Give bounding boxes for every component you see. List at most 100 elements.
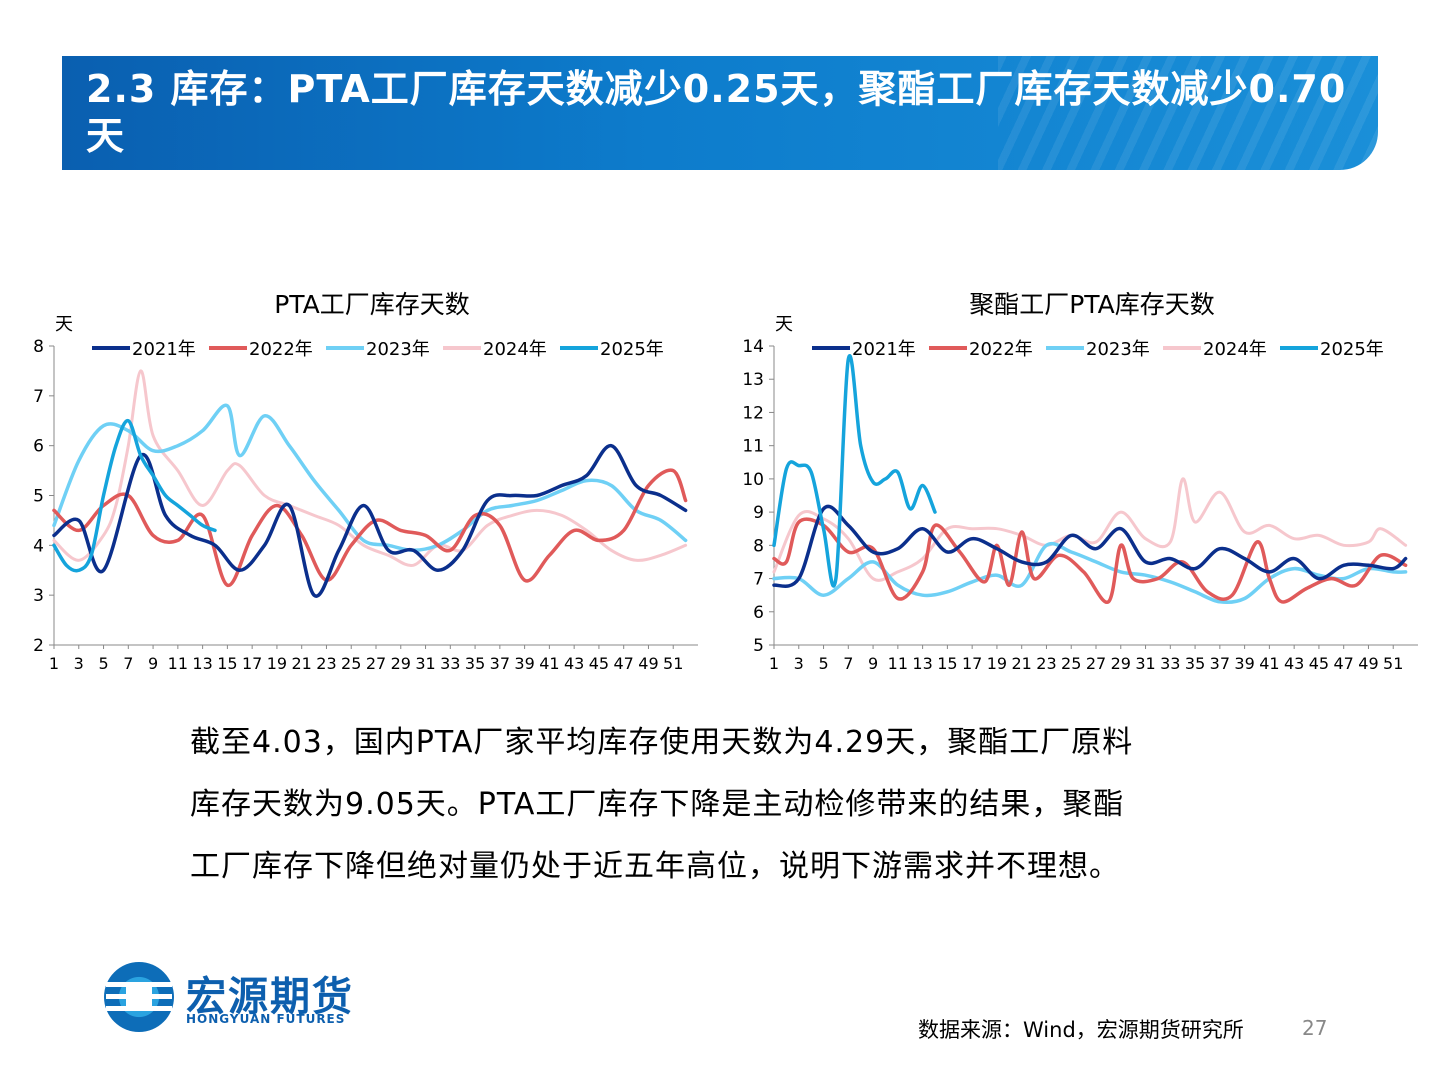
x-tick-label: 11 [168,654,188,673]
series-line-2025年 [52,419,217,573]
y-tick-label: 12 [742,403,764,423]
legend-label: 2022年 [249,339,313,360]
y-tick-label: 11 [742,437,764,457]
x-tick-label: 7 [123,654,133,673]
x-tick-label: 45 [1309,654,1329,673]
x-tick-label: 13 [192,654,212,673]
data-source-note: 数据来源：Wind，宏源期货研究所 [918,1018,1244,1042]
x-tick-label: 3 [794,654,804,673]
paragraph-line: 库存天数为9.05天。PTA工厂库存下降是主动检修带来的结果，聚酯 [190,787,1125,822]
x-tick-label: 21 [1012,654,1032,673]
x-tick-label: 31 [415,654,435,673]
page-number: 27 [1302,1016,1328,1040]
logo-english-name: HONGYUAN FUTURES [186,1012,346,1026]
x-tick-label: 49 [638,654,658,673]
title-banner: 2.3 库存：PTA工厂库存天数减少0.25天，聚酯工厂库存天数减少0.70天 [62,56,1378,170]
legend-label: 2025年 [600,339,664,360]
x-tick-label: 33 [440,654,460,673]
legend-label: 2021年 [852,339,916,360]
x-tick-label: 41 [1259,654,1279,673]
series-line-2021年 [772,504,1408,588]
x-tick-label: 17 [242,654,262,673]
x-tick-label: 35 [465,654,485,673]
y-axis-label: 天 [55,314,73,335]
x-tick-label: 29 [391,654,411,673]
y-tick-label: 4 [33,536,44,556]
legend-label: 2023年 [366,339,430,360]
polyester-factory-pta-inventory-chart: 聚酯工厂PTA库存天数天 5 6 7 8 9 10 11 12 13 14 1 3 5 7 9 11 13 15 17… [720,280,1440,700]
x-tick-label: 47 [614,654,634,673]
y-tick-label: 8 [33,337,44,357]
x-tick-label: 5 [818,654,828,673]
legend-label: 2024年 [483,339,547,360]
x-tick-label: 1 [769,654,779,673]
legend-label: 2025年 [1320,339,1384,360]
x-tick-label: 19 [987,654,1007,673]
x-tick-label: 3 [74,654,84,673]
legend-label: 2023年 [1086,339,1150,360]
page-title: 2.3 库存：PTA工厂库存天数减少0.25天，聚酯工厂库存天数减少0.70天 [86,67,1347,158]
x-tick-label: 21 [292,654,312,673]
x-tick-label: 51 [1383,654,1403,673]
legend-label: 2022年 [969,339,1033,360]
x-tick-label: 49 [1358,654,1378,673]
series-line-2021年 [52,443,688,598]
y-tick-label: 6 [33,437,44,457]
y-tick-label: 2 [33,636,44,656]
x-tick-label: 41 [539,654,559,673]
series-line-2022年 [52,468,688,587]
series-line-2025年 [772,354,937,588]
x-tick-label: 25 [1061,654,1081,673]
x-tick-label: 37 [1210,654,1230,673]
pta-factory-inventory-chart: PTA工厂库存天数天 2 3 4 5 6 7 8 1 3 5 7 9 11 13 15 17 19 21 23 25 27… [0,280,720,700]
logo-square [126,984,152,1010]
y-tick-label: 7 [753,570,764,590]
x-tick-label: 15 [217,654,237,673]
x-tick-label: 15 [937,654,957,673]
logo-mark-icon [104,962,174,1032]
x-tick-label: 17 [962,654,982,673]
y-tick-label: 10 [742,470,764,490]
chart-title: 聚酯工厂PTA库存天数 [969,290,1215,319]
banner-stripes [998,56,1378,170]
chart-title: PTA工厂库存天数 [274,290,470,319]
x-tick-label: 51 [663,654,683,673]
x-tick-label: 39 [514,654,534,673]
x-tick-label: 25 [341,654,361,673]
paragraph-line: 工厂库存下降但绝对量仍处于近五年高位，说明下游需求并不理想。 [190,849,1120,884]
x-tick-label: 27 [1086,654,1106,673]
x-tick-label: 27 [366,654,386,673]
x-tick-label: 43 [1284,654,1304,673]
logo-chinese-name: 宏源期货 [186,974,354,1020]
y-tick-label: 14 [742,337,764,357]
y-tick-label: 6 [753,603,764,623]
y-tick-label: 8 [753,536,764,556]
x-tick-label: 39 [1234,654,1254,673]
series-line-2024年 [52,369,688,567]
x-tick-label: 35 [1185,654,1205,673]
y-tick-label: 5 [33,487,44,507]
company-logo: 宏源期货 HONGYUAN FUTURES [104,962,364,1032]
x-tick-label: 7 [843,654,853,673]
y-tick-label: 5 [753,636,764,656]
y-tick-label: 7 [33,387,44,407]
x-tick-label: 29 [1111,654,1131,673]
x-tick-label: 13 [912,654,932,673]
x-tick-label: 37 [490,654,510,673]
y-tick-label: 3 [33,586,44,606]
legend-label: 2024年 [1203,339,1267,360]
series-line-2024年 [772,477,1408,582]
series-line-2023年 [52,403,688,553]
x-tick-label: 23 [316,654,336,673]
x-tick-label: 33 [1160,654,1180,673]
x-tick-label: 45 [589,654,609,673]
x-tick-label: 9 [868,654,878,673]
x-tick-label: 1 [49,654,59,673]
y-tick-label: 13 [742,370,764,390]
x-tick-label: 11 [888,654,908,673]
x-tick-label: 47 [1334,654,1354,673]
x-tick-label: 31 [1135,654,1155,673]
x-tick-label: 9 [148,654,158,673]
